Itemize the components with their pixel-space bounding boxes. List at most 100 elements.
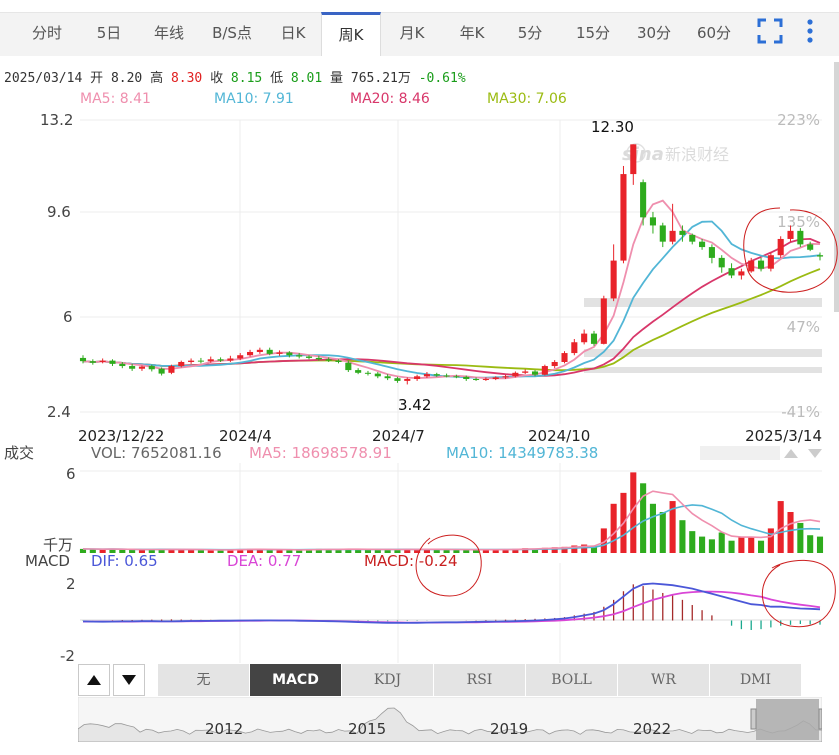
candle-body — [679, 230, 686, 235]
volume-unit-label: 千万 — [43, 536, 73, 554]
macd-bars — [82, 582, 821, 631]
candle-body — [325, 359, 332, 361]
volume-bar — [443, 549, 450, 553]
ma5-line — [82, 199, 821, 380]
candle — [188, 358, 195, 364]
volume-bar — [640, 483, 647, 553]
fullscreen-icon[interactable] — [757, 18, 785, 46]
candle-body — [423, 374, 430, 377]
ma20-legend: MA20: 8.46 — [350, 91, 430, 107]
candle — [482, 377, 489, 381]
candle-body — [620, 174, 627, 261]
candle — [492, 376, 499, 381]
candle — [571, 339, 578, 356]
volume-bar — [738, 536, 745, 553]
tab-bs-points[interactable]: B/S点 — [212, 24, 252, 42]
expand-down-icon[interactable] — [808, 449, 822, 458]
candle — [138, 365, 146, 371]
indicator-tab-macd[interactable]: MACD — [250, 664, 342, 696]
volume-bar — [718, 532, 725, 553]
high-label: 高 — [150, 71, 164, 86]
volume-bar — [502, 549, 509, 553]
tab-15min[interactable]: 15分 — [575, 24, 611, 42]
indicator-tab-dmi[interactable]: DMI — [710, 664, 802, 696]
tab-daily-k[interactable]: 日K — [280, 24, 306, 42]
candle-body — [335, 360, 342, 362]
indicator-bar: 无 MACD KDJ RSI BOLL WR DMI — [78, 664, 822, 696]
volume-bar — [305, 549, 313, 553]
candle-body — [197, 360, 204, 362]
volume-bar — [492, 549, 499, 553]
candle-body — [659, 225, 666, 242]
candle — [561, 351, 568, 364]
candle-body — [541, 366, 548, 375]
candle-body — [404, 379, 411, 381]
candle-body — [699, 241, 706, 248]
volume-bar — [266, 549, 273, 553]
candle — [355, 368, 362, 375]
volume-bar — [286, 549, 293, 553]
kline-chart[interactable]: sina 新浪财经 13.2 9.6 6 2.4 223% 135% 47% -… — [0, 108, 839, 663]
tab-yearline[interactable]: 年线 — [153, 24, 184, 42]
candle-body — [512, 372, 519, 377]
tab-yearly-k[interactable]: 年K — [459, 24, 485, 42]
indicator-tab-boll[interactable]: BOLL — [526, 664, 618, 696]
candle — [296, 353, 303, 359]
candle — [797, 228, 804, 248]
tab-60min[interactable]: 60分 — [696, 24, 732, 42]
scroll-down-button[interactable] — [113, 664, 145, 696]
navigator-left-handle[interactable] — [750, 708, 757, 730]
macd-dif-legend: DIF: 0.65 — [91, 552, 158, 570]
tab-30min[interactable]: 30分 — [636, 24, 672, 42]
volume-bar — [816, 536, 824, 553]
candle-body — [305, 356, 313, 358]
tab-monthly-k[interactable]: 月K — [399, 24, 425, 42]
candle — [649, 211, 656, 234]
candle-body — [138, 366, 146, 369]
gridlines — [80, 119, 822, 663]
tab-5min[interactable]: 5分 — [517, 24, 543, 42]
candle — [79, 355, 87, 364]
watermark-brand: sina — [622, 144, 664, 165]
candle — [423, 371, 430, 378]
candle — [551, 360, 558, 369]
navigator-right-handle[interactable] — [818, 708, 822, 730]
navigator-year-2015: 2015 — [348, 720, 386, 738]
volume-tick-top: 6 — [66, 465, 76, 483]
indicator-tab-wr[interactable]: WR — [618, 664, 710, 696]
high-value: 8.30 — [170, 71, 203, 86]
tab-5day[interactable]: 5日 — [96, 24, 122, 42]
triangle-up-icon — [87, 675, 101, 685]
volume-bar — [630, 472, 637, 553]
candle-body — [119, 363, 126, 367]
candle — [630, 144, 637, 185]
candle-body — [718, 257, 725, 268]
indicator-tab-kdj[interactable]: KDJ — [342, 664, 434, 696]
candle-body — [384, 376, 391, 379]
volume-bar — [404, 548, 411, 553]
scrollbar[interactable] — [834, 62, 839, 312]
candle — [99, 358, 106, 364]
candle — [473, 377, 480, 381]
more-vertical-icon[interactable] — [800, 18, 828, 46]
volume-bar — [99, 549, 106, 553]
close-label: 收 — [210, 71, 224, 86]
volume-header-arrows[interactable] — [784, 449, 822, 458]
candle — [522, 369, 529, 375]
candle — [620, 165, 627, 264]
scroll-up-button[interactable] — [78, 664, 110, 696]
navigator-selection-window[interactable] — [756, 699, 819, 740]
candle — [767, 252, 774, 272]
indicator-tab-none[interactable]: 无 — [158, 664, 250, 696]
candle — [414, 374, 421, 381]
time-navigator[interactable]: 2012 2015 2019 2022 — [78, 697, 822, 742]
navigator-history-line — [78, 707, 822, 742]
ma30-legend: MA30: 7.06 — [487, 91, 567, 107]
collapse-up-icon[interactable] — [784, 449, 798, 458]
candle-body — [158, 368, 165, 374]
time-tick-2024-4: 2024/4 — [219, 427, 272, 445]
sina-watermark-logo: sina 新浪财经 — [622, 143, 729, 165]
tab-intraday[interactable]: 分时 — [31, 24, 62, 42]
indicator-tab-rsi[interactable]: RSI — [434, 664, 526, 696]
tab-weekly-k[interactable]: 周K — [321, 12, 381, 56]
